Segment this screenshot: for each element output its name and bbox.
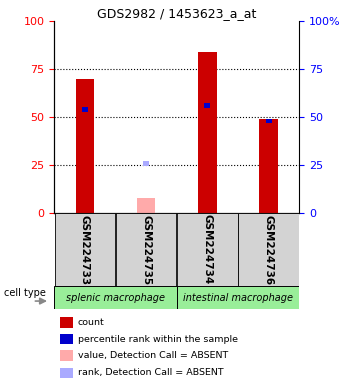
Bar [198,52,217,213]
Text: GSM224735: GSM224735 [141,215,151,285]
Bar [55,213,115,286]
Text: count: count [78,318,105,327]
Bar [82,107,88,112]
Text: GSM224733: GSM224733 [80,215,90,285]
Bar [177,213,238,286]
Text: intestinal macrophage: intestinal macrophage [183,293,293,303]
Title: GDS2982 / 1453623_a_at: GDS2982 / 1453623_a_at [97,7,257,20]
Bar [60,317,72,328]
Text: value, Detection Call = ABSENT: value, Detection Call = ABSENT [78,351,228,360]
Bar [116,213,176,286]
Text: cell type: cell type [4,288,46,298]
Bar [137,198,155,213]
Bar [76,79,94,213]
Text: GSM224736: GSM224736 [264,215,274,285]
Text: GSM224734: GSM224734 [202,215,212,285]
Bar [177,286,299,309]
Bar [238,213,299,286]
Bar [60,350,72,361]
Text: splenic macrophage: splenic macrophage [66,293,165,303]
Bar [266,119,272,123]
Text: percentile rank within the sample: percentile rank within the sample [78,334,238,344]
Bar [204,103,210,108]
Bar [54,286,177,309]
Bar [60,334,72,344]
Bar [143,161,149,166]
Bar [60,367,72,378]
Text: rank, Detection Call = ABSENT: rank, Detection Call = ABSENT [78,368,224,377]
Bar [259,119,278,213]
